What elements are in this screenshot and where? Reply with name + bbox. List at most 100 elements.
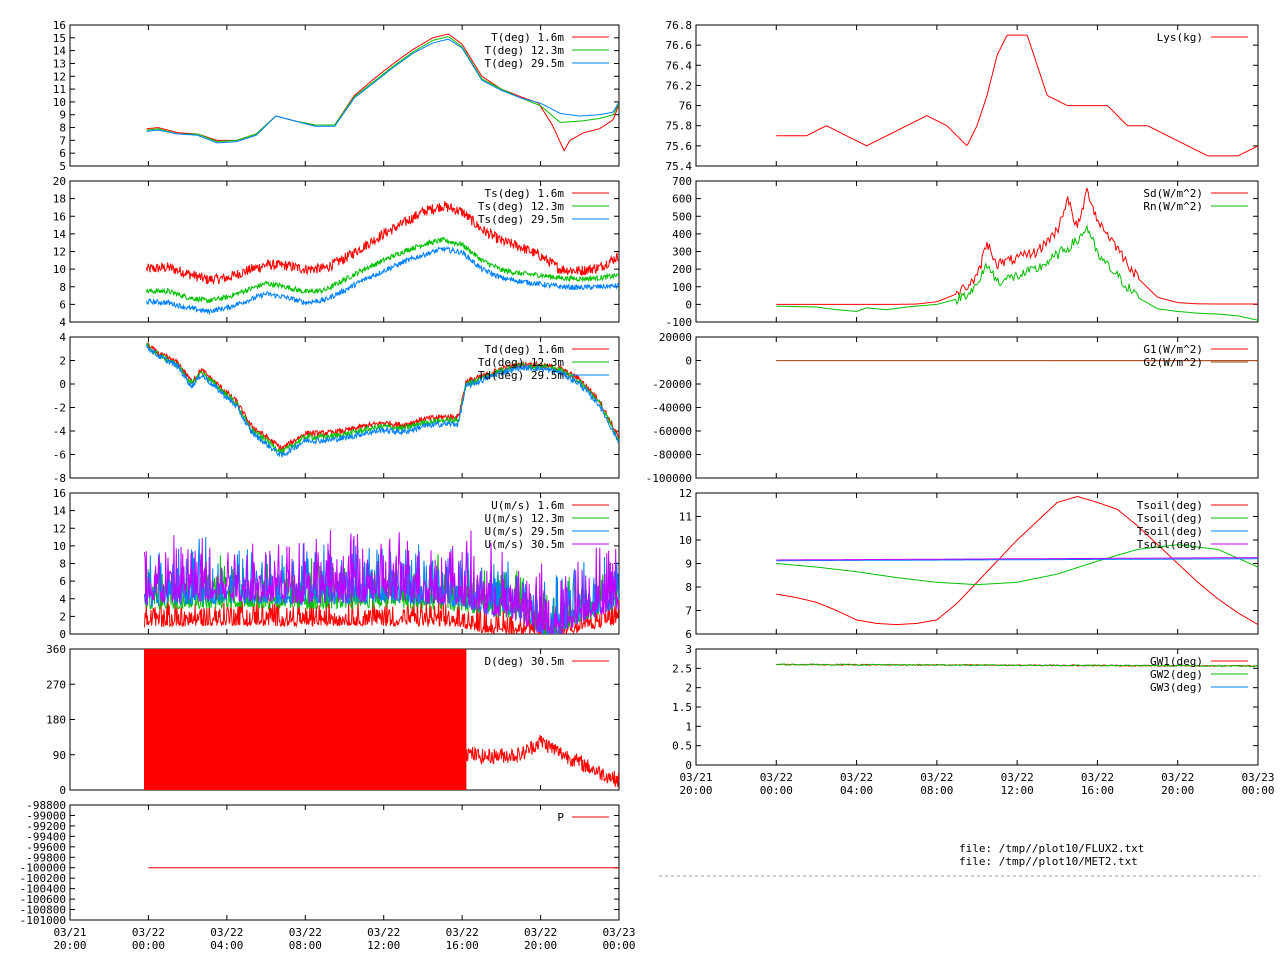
y-tick-label: -100000 bbox=[20, 862, 66, 875]
x-tick-label-date: 03/22 bbox=[840, 771, 873, 784]
y-tick-label: 500 bbox=[672, 210, 692, 223]
y-tick-label: 12 bbox=[679, 487, 692, 500]
series-line-soil-temp-0 bbox=[776, 495, 1258, 626]
x-tick-label-time: 08:00 bbox=[920, 784, 953, 797]
y-tick-label: 300 bbox=[672, 246, 692, 259]
series-line-wind-speed-3 bbox=[144, 530, 619, 634]
y-tick-label: 75.4 bbox=[666, 160, 693, 173]
y-tick-label: 12 bbox=[53, 522, 66, 535]
y-tick-label: 10 bbox=[53, 540, 66, 553]
y-tick-label: 8 bbox=[59, 558, 66, 571]
plot-area bbox=[776, 34, 1258, 157]
y-tick-label: -99200 bbox=[26, 820, 66, 833]
plot-frame bbox=[695, 24, 1259, 167]
series-line-air-temp-1 bbox=[146, 36, 619, 143]
chart-panel-groundwater: 32.521.510.5003/2120:0003/2200:0003/2204… bbox=[672, 643, 1274, 797]
y-tick-label: -100400 bbox=[20, 883, 66, 896]
y-tick-label: 14 bbox=[53, 45, 67, 58]
y-tick-label: 76.8 bbox=[666, 19, 693, 32]
y-tick-label: 2 bbox=[59, 355, 66, 368]
y-tick-label: -8 bbox=[53, 472, 66, 485]
legend-label: T(deg) 29.5m bbox=[485, 57, 565, 70]
y-tick-label: 180 bbox=[46, 714, 66, 727]
x-tick-label-date: 03/22 bbox=[289, 926, 322, 939]
x-tick-label-date: 03/22 bbox=[524, 926, 557, 939]
plot-area bbox=[144, 530, 619, 634]
legend-label: Rn(W/m^2) bbox=[1143, 200, 1203, 213]
legend-label: U(m/s) 29.5m bbox=[485, 525, 565, 538]
y-tick-label: 360 bbox=[46, 643, 66, 656]
y-tick-label: 3 bbox=[685, 643, 692, 656]
plot-area bbox=[776, 495, 1258, 626]
series-line-wind-dir-0 bbox=[465, 734, 619, 788]
y-tick-label: 75.6 bbox=[666, 140, 693, 153]
plot-area bbox=[146, 201, 619, 316]
x-tick-label-time: 08:00 bbox=[289, 939, 322, 952]
x-tick-label-time: 20:00 bbox=[1161, 784, 1194, 797]
y-tick-label: 76.4 bbox=[666, 59, 693, 72]
plot-frame bbox=[69, 804, 620, 921]
y-tick-label: -99600 bbox=[26, 841, 66, 854]
y-tick-label: 11 bbox=[53, 83, 66, 96]
y-tick-label: -20000 bbox=[652, 378, 692, 391]
chart-panel-soil-temp: 1211109876Tsoil(deg)Tsoil(deg)Tsoil(deg)… bbox=[679, 487, 1259, 641]
y-tick-label: 600 bbox=[672, 193, 692, 206]
y-tick-label: 700 bbox=[672, 175, 692, 188]
x-tick-label-date: 03/21 bbox=[679, 771, 712, 784]
y-tick-label: 6 bbox=[685, 628, 692, 641]
legend-label: GW1(deg) bbox=[1150, 655, 1203, 668]
x-tick-label-time: 16:00 bbox=[1081, 784, 1114, 797]
y-tick-label: 13 bbox=[53, 57, 66, 70]
legend-label: G1(W/m^2) bbox=[1143, 343, 1203, 356]
series-band-wind-dir bbox=[144, 649, 467, 790]
y-tick-label: 9 bbox=[685, 558, 692, 571]
y-tick-label: 20 bbox=[53, 175, 66, 188]
y-tick-label: 7 bbox=[59, 134, 66, 147]
y-tick-label: 10 bbox=[53, 263, 66, 276]
y-tick-label: 2 bbox=[685, 682, 692, 695]
y-tick-label: -100800 bbox=[20, 904, 66, 917]
legend-label: Ts(deg) 12.3m bbox=[478, 200, 564, 213]
legend-label: Tsoil(deg) bbox=[1137, 499, 1203, 512]
chart-panel-pressure: -101000-100800-100600-100400-100200-1000… bbox=[20, 799, 636, 952]
series-line-surface-temp-2 bbox=[146, 245, 619, 316]
legend-label: T(deg) 1.6m bbox=[491, 31, 564, 44]
x-tick-label-time: 04:00 bbox=[840, 784, 873, 797]
legend-label: Tsoil(deg) bbox=[1137, 525, 1203, 538]
legend-label: Lys(kg) bbox=[1157, 31, 1203, 44]
x-tick-label-time: 00:00 bbox=[132, 939, 165, 952]
y-tick-label: 6 bbox=[59, 298, 66, 311]
y-tick-label: -2 bbox=[53, 402, 66, 415]
file-label: file: /tmp//plot10/FLUX2.txt bbox=[959, 842, 1144, 855]
legend-label: Ts(deg) 1.6m bbox=[485, 187, 565, 200]
x-tick-label-date: 03/22 bbox=[920, 771, 953, 784]
legend-label: T(deg) 12.3m bbox=[485, 44, 565, 57]
series-line-surface-temp-1 bbox=[146, 236, 619, 304]
y-tick-label: 1.5 bbox=[672, 701, 692, 714]
series-line-surface-temp-0 bbox=[146, 201, 619, 285]
legend-label: P bbox=[557, 811, 564, 824]
y-tick-label: 14 bbox=[53, 228, 67, 241]
y-tick-label: 6 bbox=[59, 575, 66, 588]
y-tick-label: 200 bbox=[672, 263, 692, 276]
y-tick-label: 15 bbox=[53, 32, 66, 45]
y-tick-label: 0 bbox=[59, 628, 66, 641]
x-tick-label-date: 03/22 bbox=[1081, 771, 1114, 784]
legend-label: Td(deg) 1.6m bbox=[485, 343, 565, 356]
y-tick-label: -100000 bbox=[646, 472, 692, 485]
series-line-radiation-1 bbox=[776, 224, 1258, 321]
x-tick-label-time: 12:00 bbox=[367, 939, 400, 952]
plot-frame bbox=[69, 24, 620, 167]
y-tick-label: 20000 bbox=[659, 331, 692, 344]
y-tick-label: 12 bbox=[53, 246, 66, 259]
legend-label: GW2(deg) bbox=[1150, 668, 1203, 681]
y-tick-label: 11 bbox=[679, 511, 692, 524]
chart-panel-lysimeter: 76.8 76.6 76.4 76.2 76 75.8 75.6 75.4 Lys(kg) bbox=[666, 19, 1259, 173]
y-tick-label: -60000 bbox=[652, 425, 692, 438]
y-tick-label: 0 bbox=[685, 298, 692, 311]
file-label: file: /tmp//plot10/MET2.txt bbox=[959, 855, 1138, 868]
y-tick-label: 4 bbox=[59, 331, 66, 344]
